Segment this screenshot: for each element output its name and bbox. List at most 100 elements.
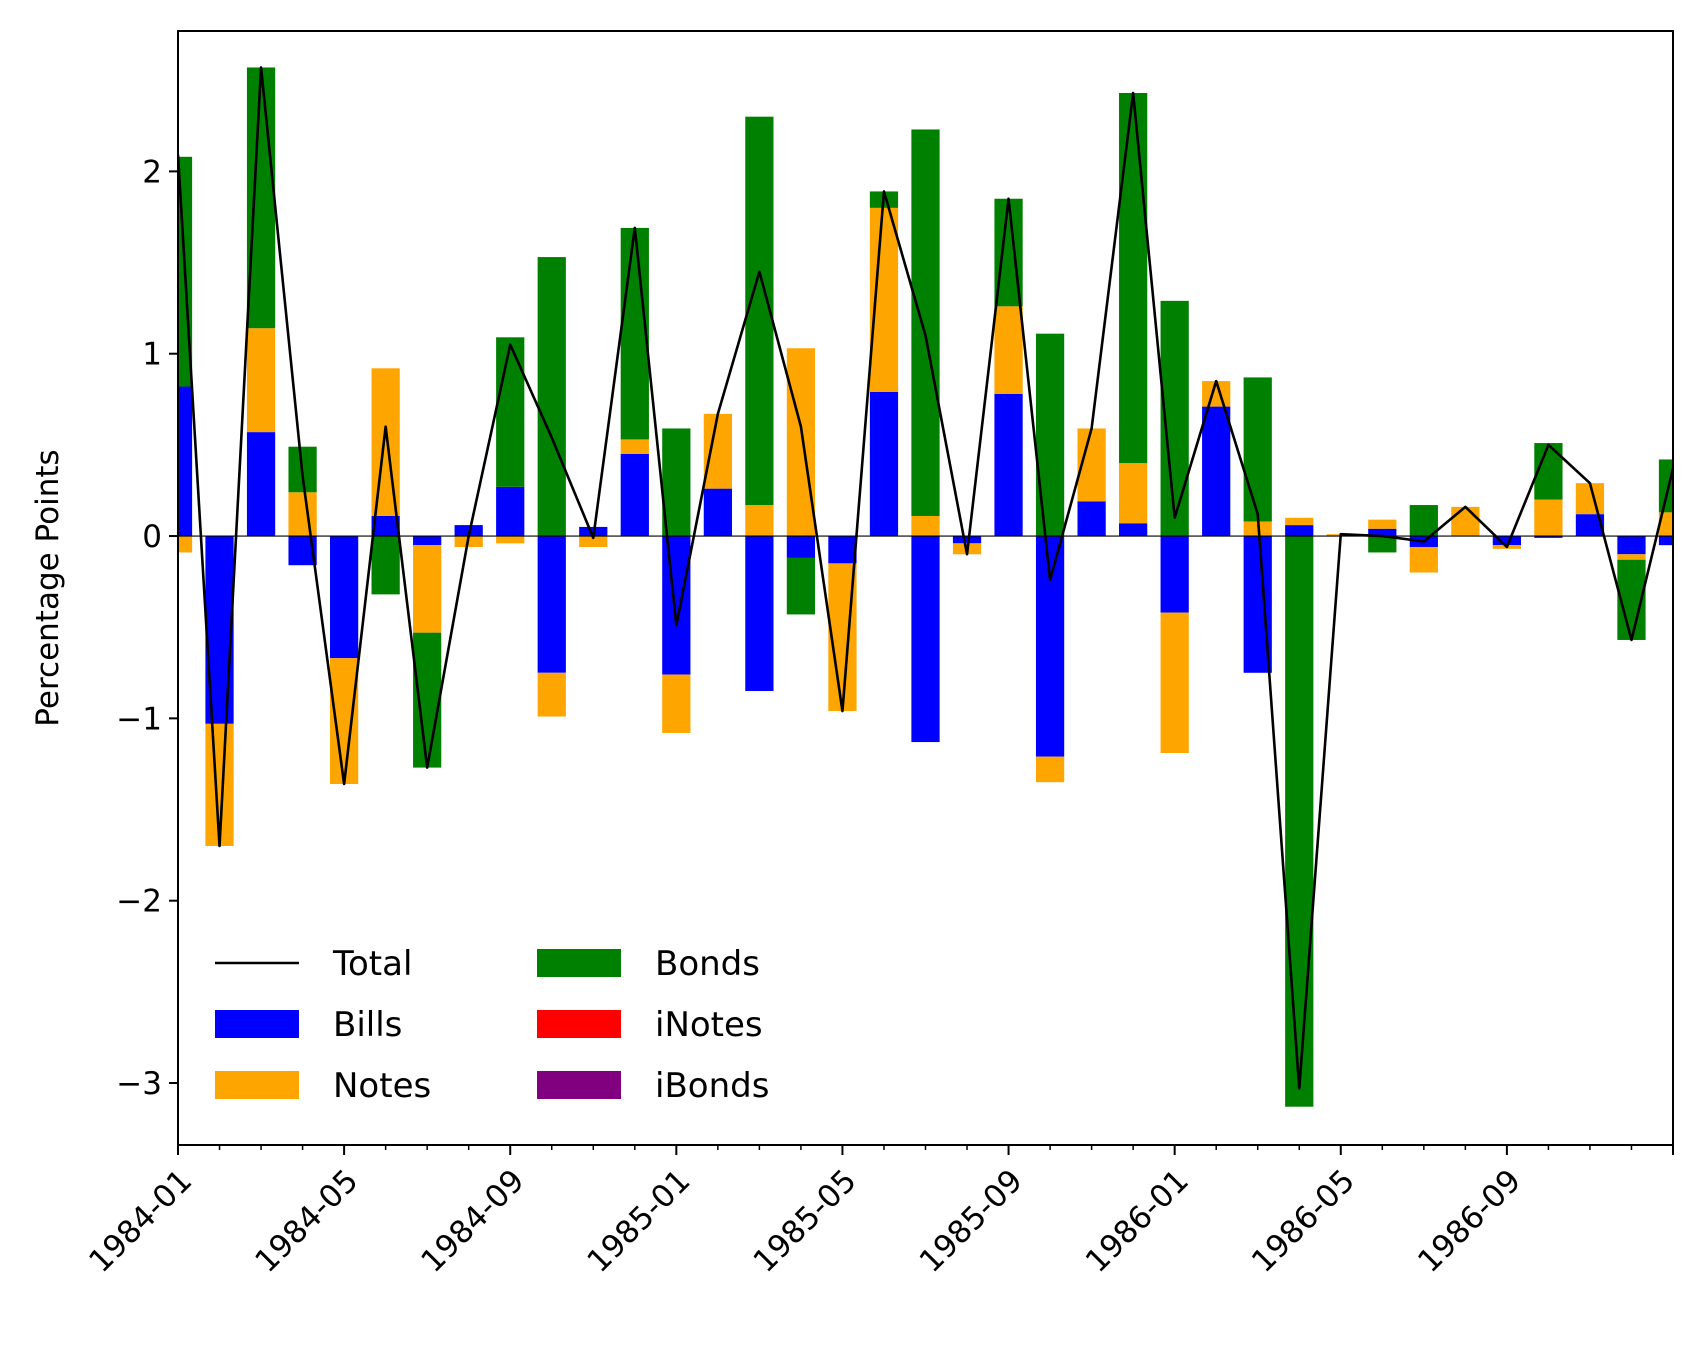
y-tick-label: −2 <box>116 884 162 920</box>
bar-bills-1985-03 <box>745 536 774 692</box>
bar-bonds-1984-07 <box>413 632 442 768</box>
series-line-total <box>178 66 1673 1090</box>
bar-bonds-1986-04 <box>1285 536 1314 1107</box>
bar-bonds-1984-10 <box>537 257 566 537</box>
bar-bills-1985-07 <box>911 536 940 743</box>
bar-bills-1984-09 <box>496 486 525 537</box>
bar-bonds-1985-07 <box>911 129 940 516</box>
bar-bonds-1986-03 <box>1243 377 1272 522</box>
bar-bonds-1985-04 <box>786 557 816 615</box>
bar-bills-1985-05 <box>828 536 857 564</box>
legend-label: Notes <box>333 1066 431 1106</box>
bar-notes-1985-01 <box>662 674 691 733</box>
bar-bills-1986-01 <box>1160 536 1189 613</box>
legend-label: Total <box>332 944 412 984</box>
y-axis: −3 −2 −1 0 1 2 <box>116 154 178 1102</box>
legend-swatch <box>215 1071 299 1099</box>
bar-bills-1984-03 <box>246 432 276 537</box>
bar-bonds-1986-06 <box>1368 536 1397 553</box>
y-tick-label: −3 <box>116 1066 162 1102</box>
bar-bills-1986-04 <box>1285 525 1314 537</box>
bar-notes-1985-04 <box>786 348 816 537</box>
total-line-layer <box>178 66 1673 1090</box>
bar-bonds-1985-12 <box>1119 92 1148 464</box>
bar-bills-1985-09 <box>994 393 1023 537</box>
legend-label: iNotes <box>655 1005 763 1045</box>
legend-item-ibonds: iBonds <box>537 1066 769 1106</box>
bar-notes-1984-07 <box>413 545 442 633</box>
bar-bills-1985-02 <box>703 488 732 537</box>
bar-notes-1985-10 <box>1035 756 1065 783</box>
legend-item-total: Total <box>215 944 412 984</box>
bar-notes-1985-02 <box>703 413 732 489</box>
bar-bills-1985-11 <box>1077 501 1106 537</box>
bar-bonds-1985-10 <box>1035 333 1065 537</box>
x-tick-label: 1985-01 <box>580 1163 697 1280</box>
x-tick-label: 1984-09 <box>414 1163 531 1280</box>
x-tick-label: 1985-05 <box>747 1163 864 1280</box>
x-axis: 1984-01 1984-05 1984-09 1985-01 1985-05 1985-… <box>82 1145 1674 1280</box>
bar-bills-1987-01 <box>1658 536 1673 546</box>
bar-notes-1985-07 <box>911 515 940 537</box>
bar-bills-1985-12 <box>1119 523 1148 537</box>
y-axis-label: Percentage Points <box>30 449 66 726</box>
bar-bills-1984-01 <box>178 386 193 537</box>
bar-bills-1984-12 <box>620 453 649 537</box>
bar-bills-1984-07 <box>413 536 442 546</box>
y-tick-label: 0 <box>142 519 162 555</box>
bar-notes-1984-06 <box>371 368 400 516</box>
bar-bonds-1985-01 <box>662 428 691 537</box>
bar-notes-1984-03 <box>246 328 276 433</box>
bar-bills-1985-06 <box>869 392 899 537</box>
bar-bills-1986-10 <box>1534 536 1563 538</box>
bar-bonds-1984-09 <box>496 337 525 487</box>
bar-notes-1984-05 <box>329 658 359 784</box>
bar-bills-1984-10 <box>537 536 566 673</box>
bar-notes-1986-01 <box>1160 612 1189 754</box>
bar-bonds-1986-07 <box>1409 505 1438 537</box>
y-tick-label: 1 <box>142 337 162 373</box>
legend-swatch <box>215 1010 299 1038</box>
legend-swatch <box>537 1071 621 1099</box>
x-tick-label: 1986-09 <box>1411 1163 1528 1280</box>
bar-notes-1984-04 <box>288 492 317 537</box>
legend-label: Bonds <box>655 944 760 984</box>
legend-label: iBonds <box>655 1066 769 1106</box>
legend-item-bills: Bills <box>215 1005 402 1045</box>
legend: Total Bills Notes Bonds iNotes iBonds <box>215 944 769 1106</box>
bar-notes-1985-03 <box>745 505 774 537</box>
y-tick-label: −1 <box>116 701 162 737</box>
bar-notes-1986-10 <box>1534 499 1563 537</box>
y-tick-label: 2 <box>142 154 162 190</box>
bar-bills-1985-08 <box>952 536 982 544</box>
x-tick-label: 1984-05 <box>248 1163 365 1280</box>
bar-notes-1986-11 <box>1575 483 1605 515</box>
bar-bills-1984-05 <box>329 536 359 659</box>
legend-item-bonds: Bonds <box>537 944 760 984</box>
legend-item-notes: Notes <box>215 1066 431 1106</box>
bar-notes-1984-11 <box>579 536 608 547</box>
bar-notes-1986-07 <box>1409 546 1438 573</box>
x-tick-label: 1986-01 <box>1079 1163 1196 1280</box>
bar-notes-1987-01 <box>1658 512 1673 537</box>
bar-bonds-1984-06 <box>371 536 400 595</box>
legend-item-inotes: iNotes <box>537 1005 763 1045</box>
bar-notes-1984-09 <box>496 536 525 544</box>
bar-notes-1986-08 <box>1451 506 1480 537</box>
bar-notes-1985-09 <box>994 306 1023 394</box>
bar-notes-1985-12 <box>1119 463 1148 524</box>
bar-bills-1985-01 <box>662 536 691 675</box>
bar-bonds-1987-01 <box>1658 459 1673 513</box>
bar-bills-1986-09 <box>1492 536 1522 546</box>
bar-notes-1984-01 <box>178 536 193 553</box>
bar-bills-1986-12 <box>1617 536 1646 555</box>
bar-bills-1986-11 <box>1575 514 1605 537</box>
bar-notes-1986-12 <box>1617 554 1646 560</box>
x-tick-label: 1985-09 <box>913 1163 1030 1280</box>
bar-notes-1986-04 <box>1285 517 1314 526</box>
x-tick-label: 1986-05 <box>1245 1163 1362 1280</box>
legend-swatch <box>537 949 621 977</box>
bar-bills-1985-04 <box>786 536 816 558</box>
bar-notes-1984-12 <box>620 439 649 454</box>
